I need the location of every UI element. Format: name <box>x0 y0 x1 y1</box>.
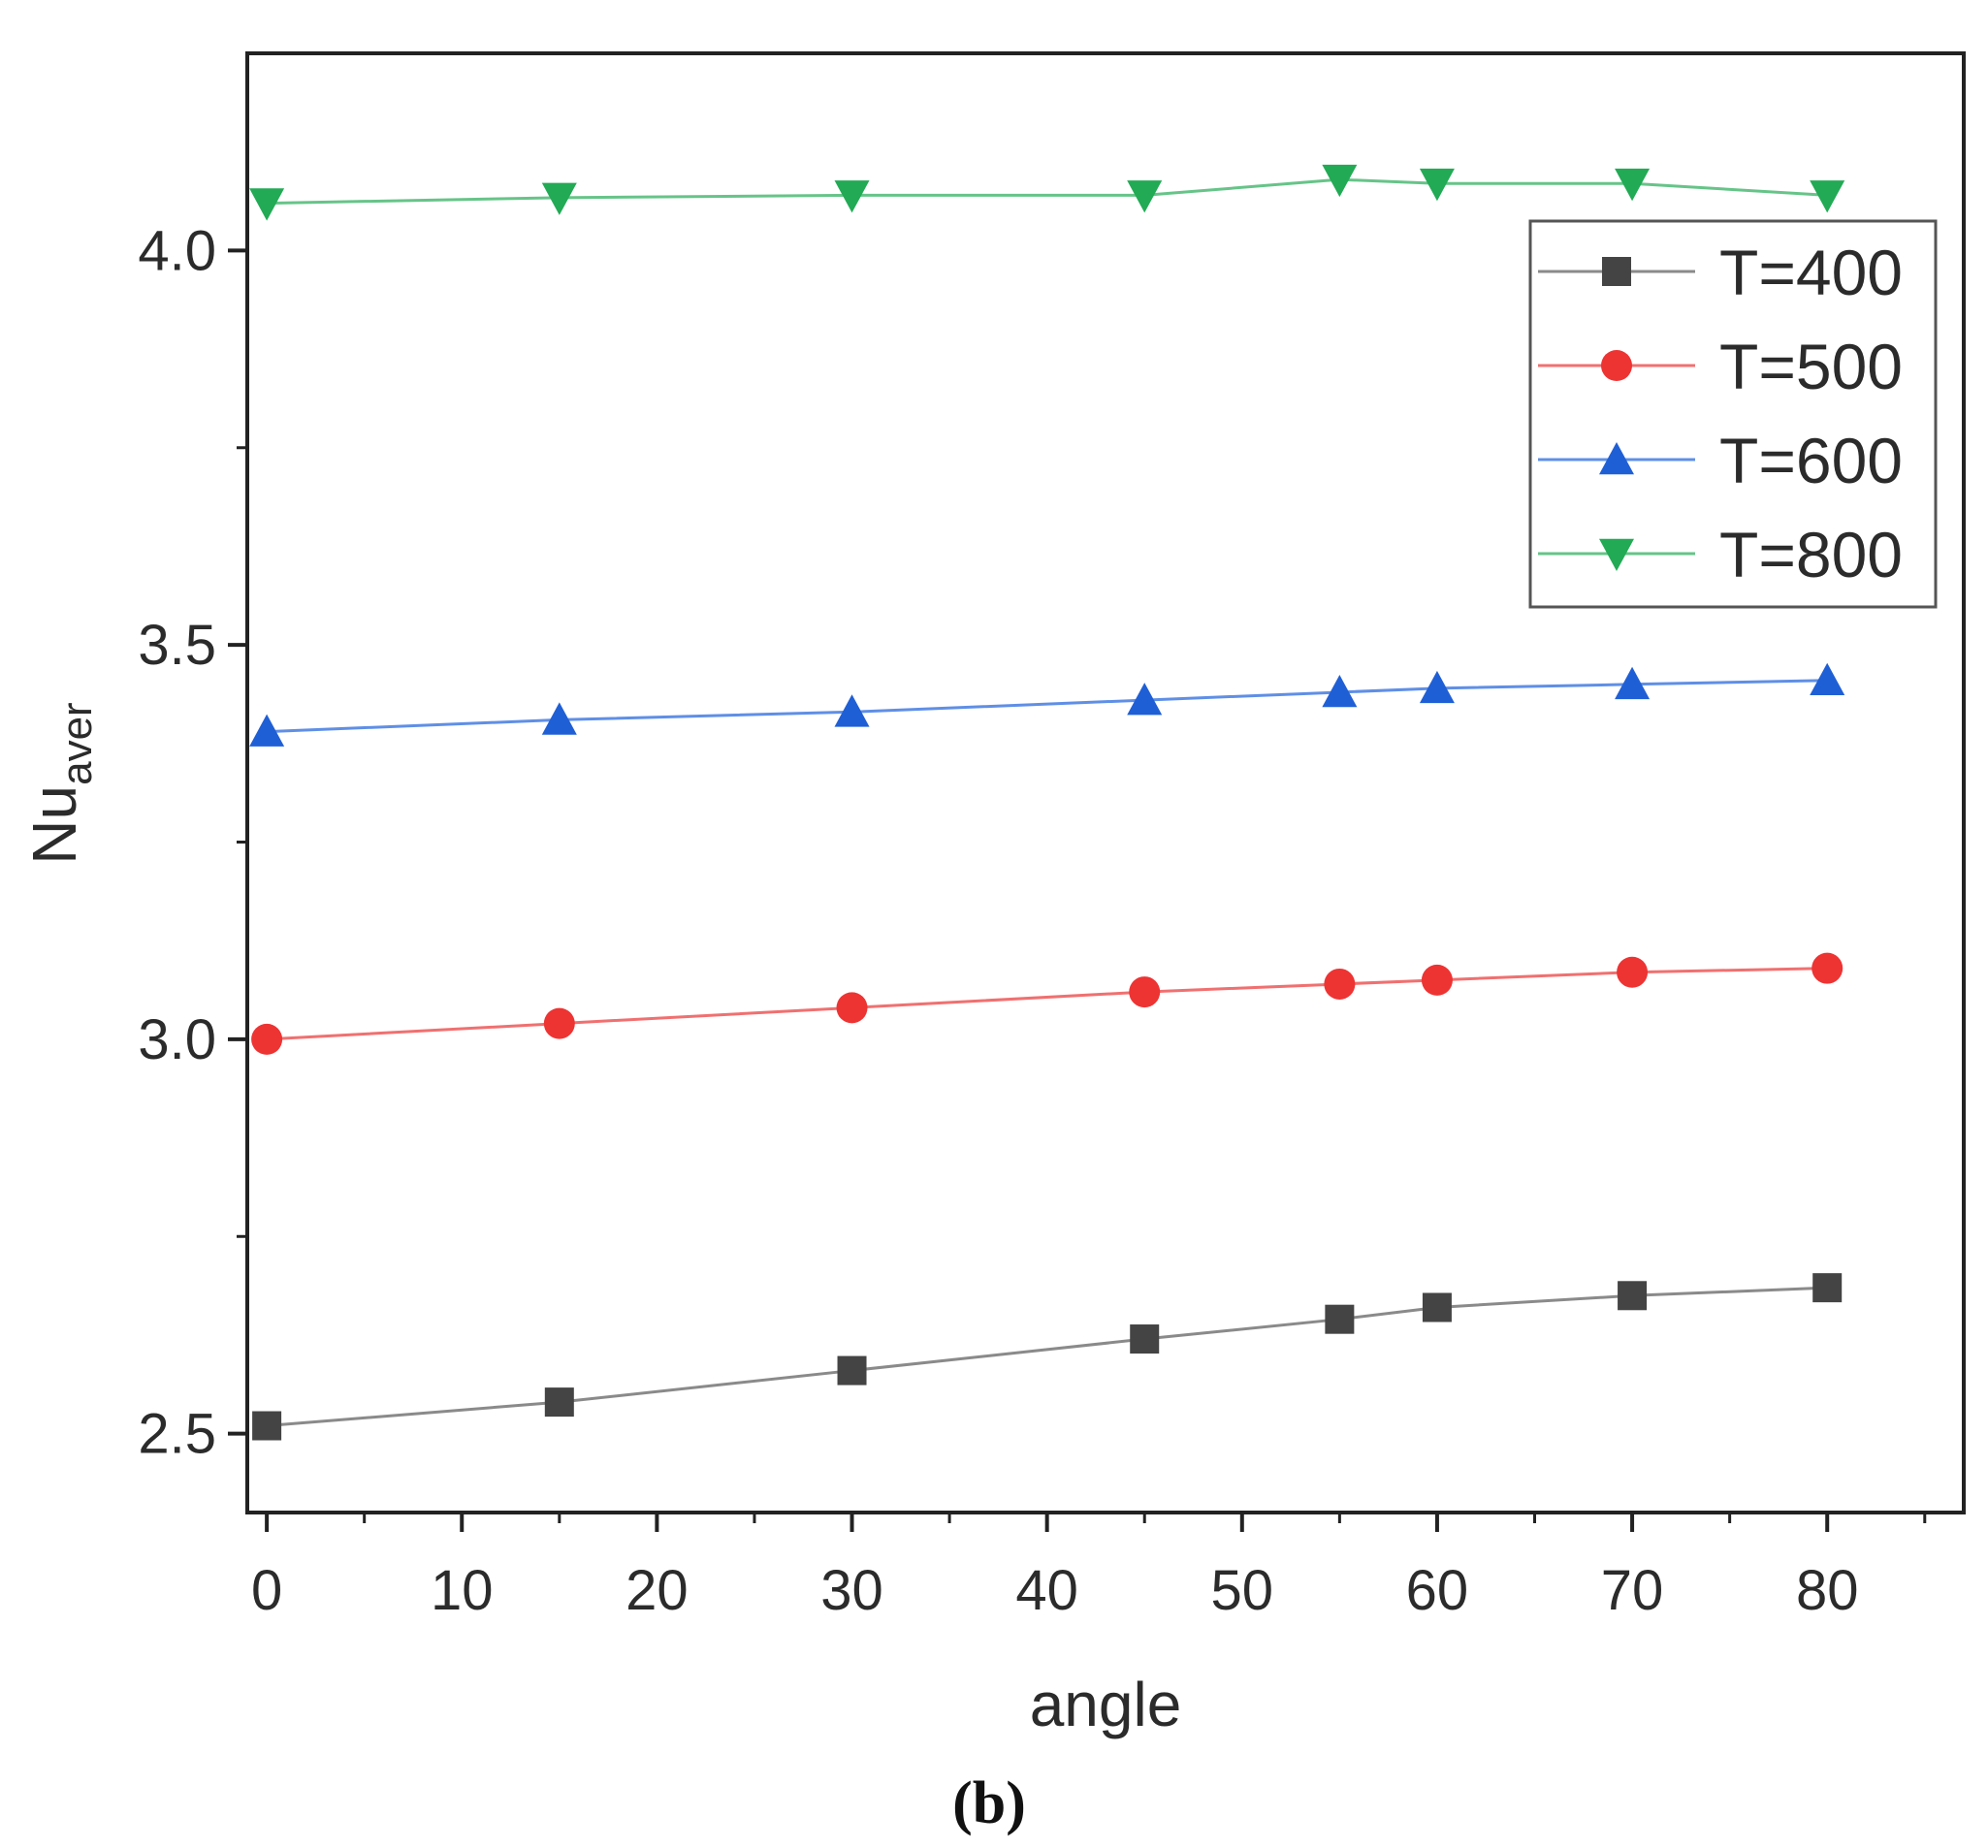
data-point <box>1812 1273 1843 1303</box>
x-tick-label: 10 <box>431 1559 494 1622</box>
y-axis-label-base: Nu <box>19 785 89 865</box>
series-line <box>266 1286 1828 1428</box>
data-point <box>1421 964 1453 996</box>
legend-label: T=400 <box>1719 237 1903 308</box>
data-point <box>837 1355 867 1386</box>
legend-item: T=400 <box>1538 237 1903 308</box>
legend-item: T=600 <box>1538 425 1903 496</box>
x-tick-label: 50 <box>1211 1559 1274 1622</box>
data-point <box>836 992 868 1024</box>
data-point <box>1618 1281 1648 1311</box>
data-point <box>249 714 285 747</box>
y-tick-label: 4.0 <box>138 219 216 282</box>
data-point <box>1615 666 1651 700</box>
data-point <box>834 694 870 727</box>
data-point <box>1617 956 1649 988</box>
y-tick-label: 3.5 <box>138 614 216 677</box>
data-point <box>249 188 285 221</box>
x-tick-label: 30 <box>820 1559 883 1622</box>
x-axis-label: angle <box>1030 1670 1182 1739</box>
x-tick-label: 60 <box>1406 1559 1469 1622</box>
legend-marker <box>1602 257 1631 286</box>
y-axis-label-subscript: aver <box>53 702 101 785</box>
series-T=400 <box>252 1273 1843 1441</box>
plot-frame <box>245 51 1966 1514</box>
y-tick-label: 2.5 <box>138 1403 216 1466</box>
data-point <box>541 702 577 735</box>
series-line <box>267 177 1828 206</box>
data-point <box>544 1387 574 1418</box>
data-point <box>1127 683 1163 716</box>
data-point <box>541 182 577 215</box>
legend-label: T=500 <box>1719 331 1903 402</box>
x-axis-ticks: 0 10 20 30 40 50 60 70 80 <box>251 1513 1927 1622</box>
legend-label: T=800 <box>1719 519 1903 590</box>
data-point <box>1127 180 1163 213</box>
series-T=600 <box>249 662 1845 747</box>
legend-marker <box>1599 442 1634 475</box>
data-point <box>1812 952 1844 984</box>
data-point <box>251 1023 283 1055</box>
data-point <box>1810 662 1845 696</box>
data-point <box>1130 1324 1160 1354</box>
legend-marker <box>1601 350 1632 381</box>
series-line <box>267 967 1828 1041</box>
data-point <box>1322 164 1358 198</box>
data-point <box>1810 180 1845 213</box>
x-tick-label: 0 <box>251 1559 282 1622</box>
data-point <box>1129 976 1161 1008</box>
data-point <box>1322 674 1358 708</box>
data-point <box>1422 1292 1452 1322</box>
x-tick-label: 20 <box>625 1559 689 1622</box>
series-layer <box>249 164 1845 1441</box>
legend-box <box>1528 219 1938 609</box>
data-point <box>252 1411 282 1441</box>
y-axis-ticks: 2.5 3.0 3.5 4.0 <box>138 219 247 1466</box>
data-point <box>1324 968 1356 1000</box>
data-point <box>543 1007 575 1039</box>
x-tick-label: 80 <box>1796 1559 1859 1622</box>
y-tick-label: 3.0 <box>138 1008 216 1071</box>
legend-item: T=500 <box>1538 331 1903 402</box>
series-T=800 <box>249 164 1845 221</box>
y-axis-label: Nuaver <box>19 702 101 864</box>
series-T=500 <box>251 952 1844 1055</box>
figure-caption: (b) <box>952 1770 1026 1836</box>
legend-item: T=800 <box>1538 519 1903 590</box>
legend-label: T=600 <box>1719 425 1903 496</box>
legend: T=400 T=500 T=600 T=800 <box>1528 219 1938 609</box>
x-tick-label: 40 <box>1015 1559 1078 1622</box>
legend-marker <box>1599 538 1634 571</box>
data-point <box>1325 1304 1355 1334</box>
series-line <box>267 679 1828 734</box>
data-point <box>1419 670 1455 704</box>
data-point <box>1615 168 1651 202</box>
x-tick-label: 70 <box>1601 1559 1664 1622</box>
data-point <box>834 180 870 213</box>
data-point <box>1419 168 1455 202</box>
